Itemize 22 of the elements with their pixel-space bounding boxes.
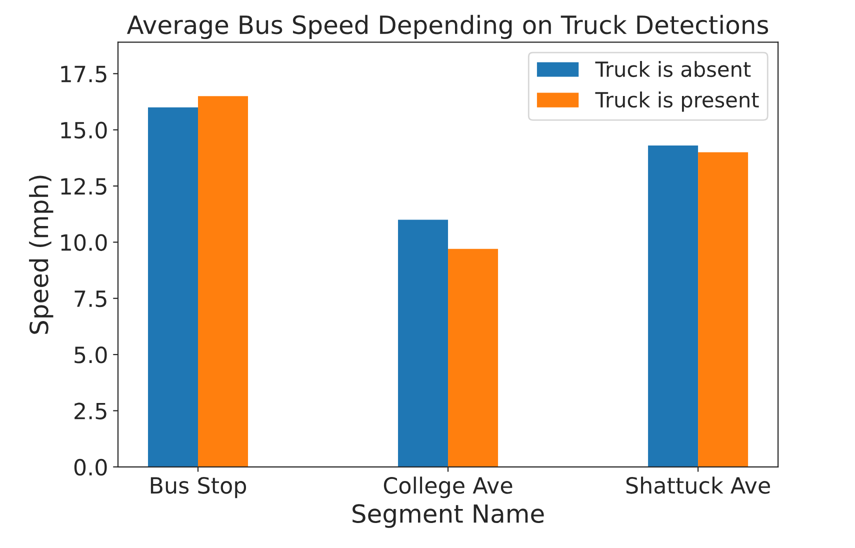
bar [398,220,448,467]
y-tick-label: 7.5 [74,290,106,308]
y-tick-label: 5.0 [74,346,107,364]
chart-title: Average Bus Speed Depending on Truck Detections [126,14,768,40]
legend-label: Truck is present [595,92,759,112]
x-tick-label: College Ave [384,476,512,498]
x-tick-label: Bus Stop [150,477,246,498]
y-tick-label: 2.5 [74,402,106,420]
legend-label: Truck is absent [595,60,751,78]
y-axis-title: Speed (mph) [29,176,54,334]
bar [698,152,748,467]
bar [148,107,198,467]
y-tick-label: 0.0 [74,458,107,476]
x-axis-title: Segment Name [352,504,544,528]
y-tick-label: 10.0 [61,234,107,251]
bar [648,146,698,467]
bar [198,96,248,467]
y-tick-label: 17.5 [61,66,106,82]
y-tick-label: 12.5 [61,178,106,195]
bar [448,248,498,467]
x-tick-label: Shattuck Ave [626,476,770,494]
y-tick-label: 15.0 [61,122,107,139]
